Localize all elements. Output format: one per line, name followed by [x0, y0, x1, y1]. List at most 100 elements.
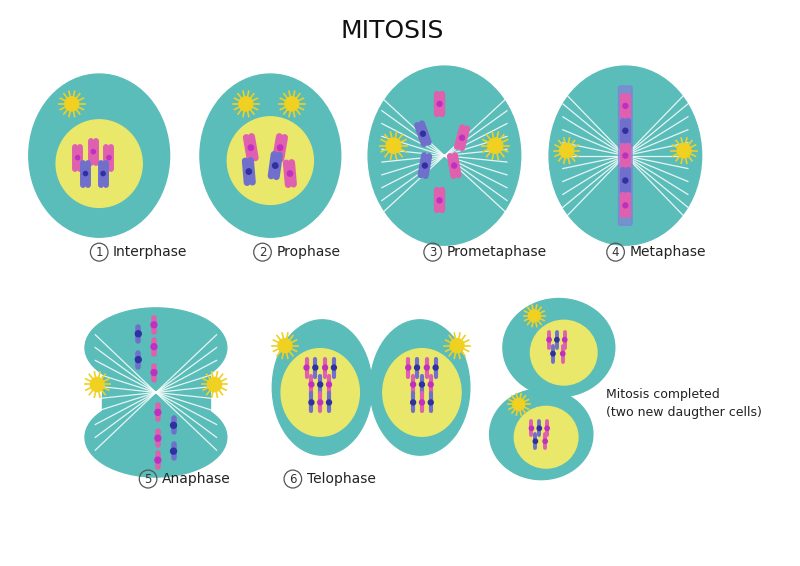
Circle shape — [623, 104, 628, 108]
Circle shape — [90, 378, 104, 392]
Circle shape — [561, 351, 565, 356]
Circle shape — [155, 435, 161, 441]
Text: Prometaphase: Prometaphase — [446, 245, 546, 259]
Text: 5: 5 — [145, 473, 152, 486]
Circle shape — [91, 149, 95, 154]
Circle shape — [488, 138, 503, 153]
Circle shape — [547, 337, 551, 342]
Circle shape — [529, 310, 540, 322]
Circle shape — [386, 138, 401, 153]
Circle shape — [450, 338, 464, 353]
Ellipse shape — [281, 349, 359, 436]
Ellipse shape — [530, 320, 597, 385]
Circle shape — [309, 400, 314, 405]
Ellipse shape — [272, 320, 372, 455]
Ellipse shape — [56, 120, 142, 207]
Text: Metaphase: Metaphase — [630, 245, 706, 259]
Ellipse shape — [200, 74, 341, 237]
Circle shape — [623, 128, 628, 133]
Circle shape — [318, 400, 322, 405]
Circle shape — [419, 400, 424, 405]
Circle shape — [239, 97, 253, 111]
Circle shape — [313, 365, 318, 370]
Circle shape — [285, 97, 299, 111]
Text: (two new daugther cells): (two new daugther cells) — [606, 406, 762, 419]
Circle shape — [419, 382, 424, 387]
Circle shape — [273, 163, 278, 168]
Circle shape — [534, 439, 538, 443]
Circle shape — [170, 448, 177, 454]
Circle shape — [562, 337, 567, 342]
Circle shape — [75, 156, 80, 160]
Circle shape — [135, 331, 142, 337]
Text: Telophase: Telophase — [306, 472, 375, 486]
Circle shape — [326, 382, 331, 387]
Circle shape — [331, 365, 336, 370]
Circle shape — [623, 178, 628, 183]
Circle shape — [421, 131, 426, 136]
Circle shape — [207, 378, 222, 392]
Text: Prophase: Prophase — [276, 245, 340, 259]
FancyBboxPatch shape — [102, 363, 210, 422]
Circle shape — [623, 203, 628, 208]
Circle shape — [151, 344, 157, 350]
Ellipse shape — [503, 298, 614, 397]
Circle shape — [135, 357, 142, 363]
Circle shape — [107, 156, 111, 160]
Circle shape — [287, 171, 293, 176]
Text: 1: 1 — [95, 246, 103, 259]
Circle shape — [459, 135, 465, 140]
Circle shape — [151, 370, 157, 376]
Ellipse shape — [490, 389, 593, 479]
Circle shape — [513, 398, 525, 410]
Circle shape — [410, 400, 415, 405]
Circle shape — [278, 338, 292, 353]
Ellipse shape — [370, 320, 470, 455]
Circle shape — [537, 426, 542, 431]
Circle shape — [309, 382, 314, 387]
Ellipse shape — [29, 74, 170, 237]
Circle shape — [530, 426, 534, 431]
Text: 4: 4 — [612, 246, 619, 259]
Circle shape — [422, 163, 427, 168]
Ellipse shape — [85, 308, 227, 388]
Text: 2: 2 — [258, 246, 266, 259]
Circle shape — [155, 457, 161, 463]
Circle shape — [278, 145, 282, 151]
Circle shape — [428, 400, 433, 405]
Circle shape — [322, 365, 327, 370]
Ellipse shape — [85, 397, 227, 477]
Ellipse shape — [227, 117, 314, 204]
Text: MITOSIS: MITOSIS — [341, 19, 444, 43]
Text: Anaphase: Anaphase — [162, 472, 230, 486]
Ellipse shape — [383, 349, 461, 436]
Circle shape — [326, 400, 331, 405]
Circle shape — [437, 198, 442, 203]
Circle shape — [545, 426, 550, 431]
Circle shape — [65, 97, 78, 111]
Circle shape — [246, 169, 251, 174]
Circle shape — [304, 365, 309, 370]
Circle shape — [428, 382, 433, 387]
Circle shape — [170, 422, 177, 428]
Ellipse shape — [368, 66, 521, 245]
Circle shape — [433, 365, 438, 370]
Text: 6: 6 — [289, 473, 297, 486]
Text: Mitosis completed: Mitosis completed — [606, 388, 719, 401]
Circle shape — [452, 163, 457, 168]
Circle shape — [83, 171, 87, 175]
Circle shape — [437, 101, 442, 106]
Circle shape — [560, 144, 574, 158]
Text: 3: 3 — [429, 246, 436, 259]
Circle shape — [318, 382, 322, 387]
Circle shape — [543, 439, 547, 443]
Text: Interphase: Interphase — [113, 245, 187, 259]
Circle shape — [151, 322, 157, 328]
Circle shape — [551, 351, 555, 356]
Ellipse shape — [514, 406, 578, 468]
Circle shape — [677, 144, 691, 158]
Circle shape — [101, 171, 105, 175]
Circle shape — [623, 153, 628, 158]
Circle shape — [248, 145, 254, 151]
Circle shape — [554, 337, 559, 342]
